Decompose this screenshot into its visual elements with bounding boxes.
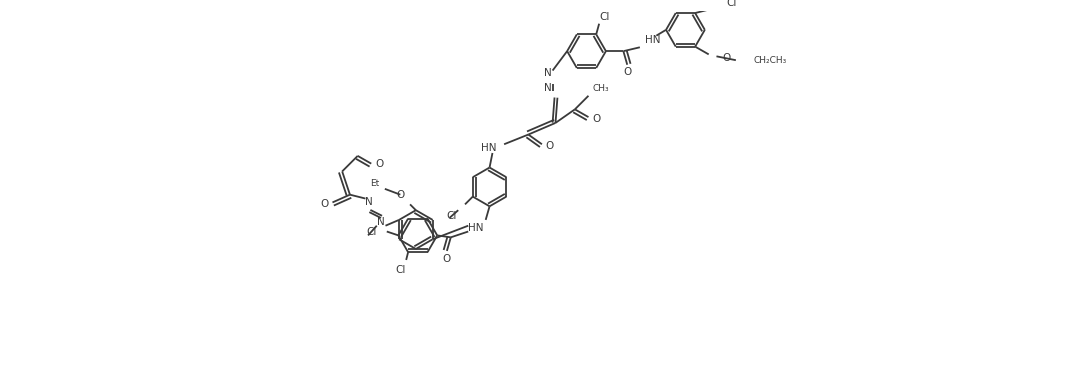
Text: Cl: Cl (395, 265, 406, 274)
Text: Cl: Cl (447, 211, 456, 221)
Text: O: O (624, 68, 631, 77)
Text: HN: HN (645, 35, 660, 44)
Text: O: O (442, 254, 451, 264)
Text: HN: HN (468, 223, 483, 233)
Text: O: O (396, 190, 405, 200)
Text: O: O (722, 53, 730, 63)
Text: Cl: Cl (727, 0, 737, 8)
Text: HN: HN (481, 143, 496, 153)
Text: N: N (544, 68, 551, 79)
Text: O: O (592, 114, 600, 124)
Text: O: O (374, 159, 383, 169)
Text: Cl: Cl (600, 12, 610, 22)
Text: CH₃: CH₃ (592, 83, 609, 92)
Text: O: O (546, 141, 554, 151)
Text: CH₂CH₃: CH₂CH₃ (753, 56, 787, 65)
Text: N: N (377, 217, 385, 227)
Text: N: N (544, 83, 551, 93)
Text: Cl: Cl (367, 226, 377, 237)
Text: Et: Et (370, 179, 380, 188)
Text: O: O (320, 199, 329, 209)
Text: N: N (366, 197, 373, 208)
